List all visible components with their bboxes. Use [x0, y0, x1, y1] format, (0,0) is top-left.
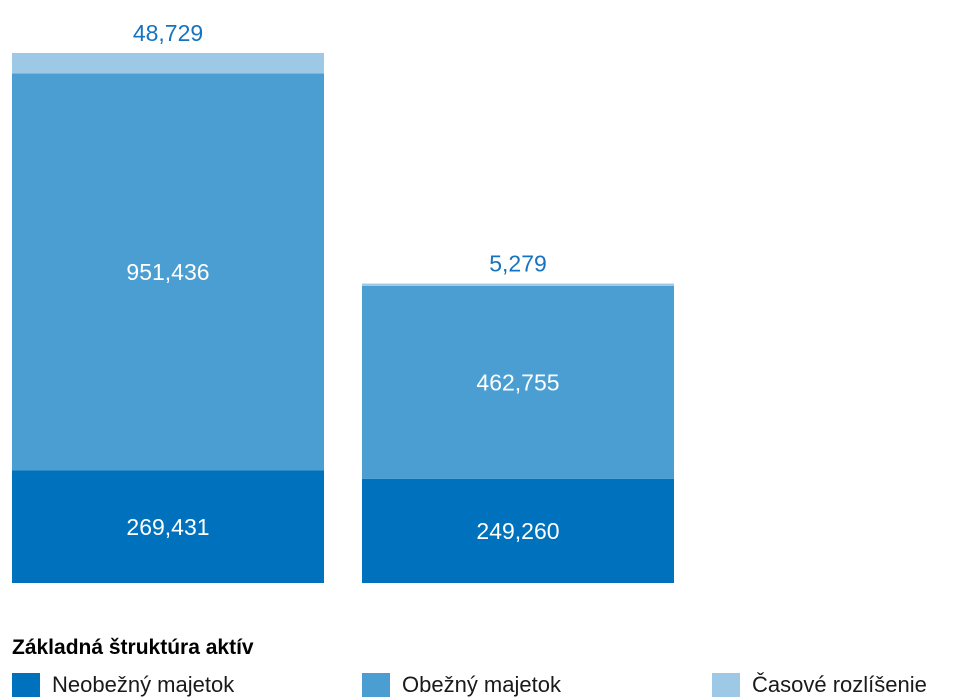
bar-casove-2 — [362, 283, 674, 286]
data-label-neobezny-2: 249,260 — [476, 518, 559, 544]
chart-title: Základná štruktúra aktív — [12, 636, 254, 659]
legend: Neobežný majetok Obežný majetok Časové r… — [0, 672, 957, 700]
legend-swatch-obezny — [362, 673, 390, 697]
legend-swatch-neobezny — [12, 673, 40, 697]
legend-label-obezny: Obežný majetok — [402, 672, 561, 697]
legend-label-casove: Časové rozlíšenie — [752, 672, 927, 697]
data-label-obezny-1: 951,436 — [126, 259, 209, 285]
data-label-obezny-2: 462,755 — [476, 369, 559, 395]
legend-swatch-casove — [712, 673, 740, 697]
legend-label-neobezny: Neobežný majetok — [52, 672, 235, 697]
legend-item-casove: Časové rozlíšenie — [712, 672, 927, 698]
bar-casove-1 — [12, 53, 324, 74]
data-label-casove-2: 5,279 — [489, 251, 547, 277]
bar-neobezny-2 — [362, 478, 674, 583]
bar-obezny-2 — [362, 285, 674, 479]
stacked-bar-chart: 269,431 951,436 48,729 249,260 462,755 5,279 — [12, 20, 674, 583]
legend-item-obezny: Obežný majetok — [362, 672, 561, 698]
bar-neobezny-1 — [12, 470, 324, 583]
legend-item-neobezny: Neobežný majetok — [12, 672, 234, 698]
data-label-neobezny-1: 269,431 — [126, 514, 209, 540]
bar-obezny-1 — [12, 73, 324, 471]
data-label-casove-1: 48,729 — [133, 20, 203, 46]
